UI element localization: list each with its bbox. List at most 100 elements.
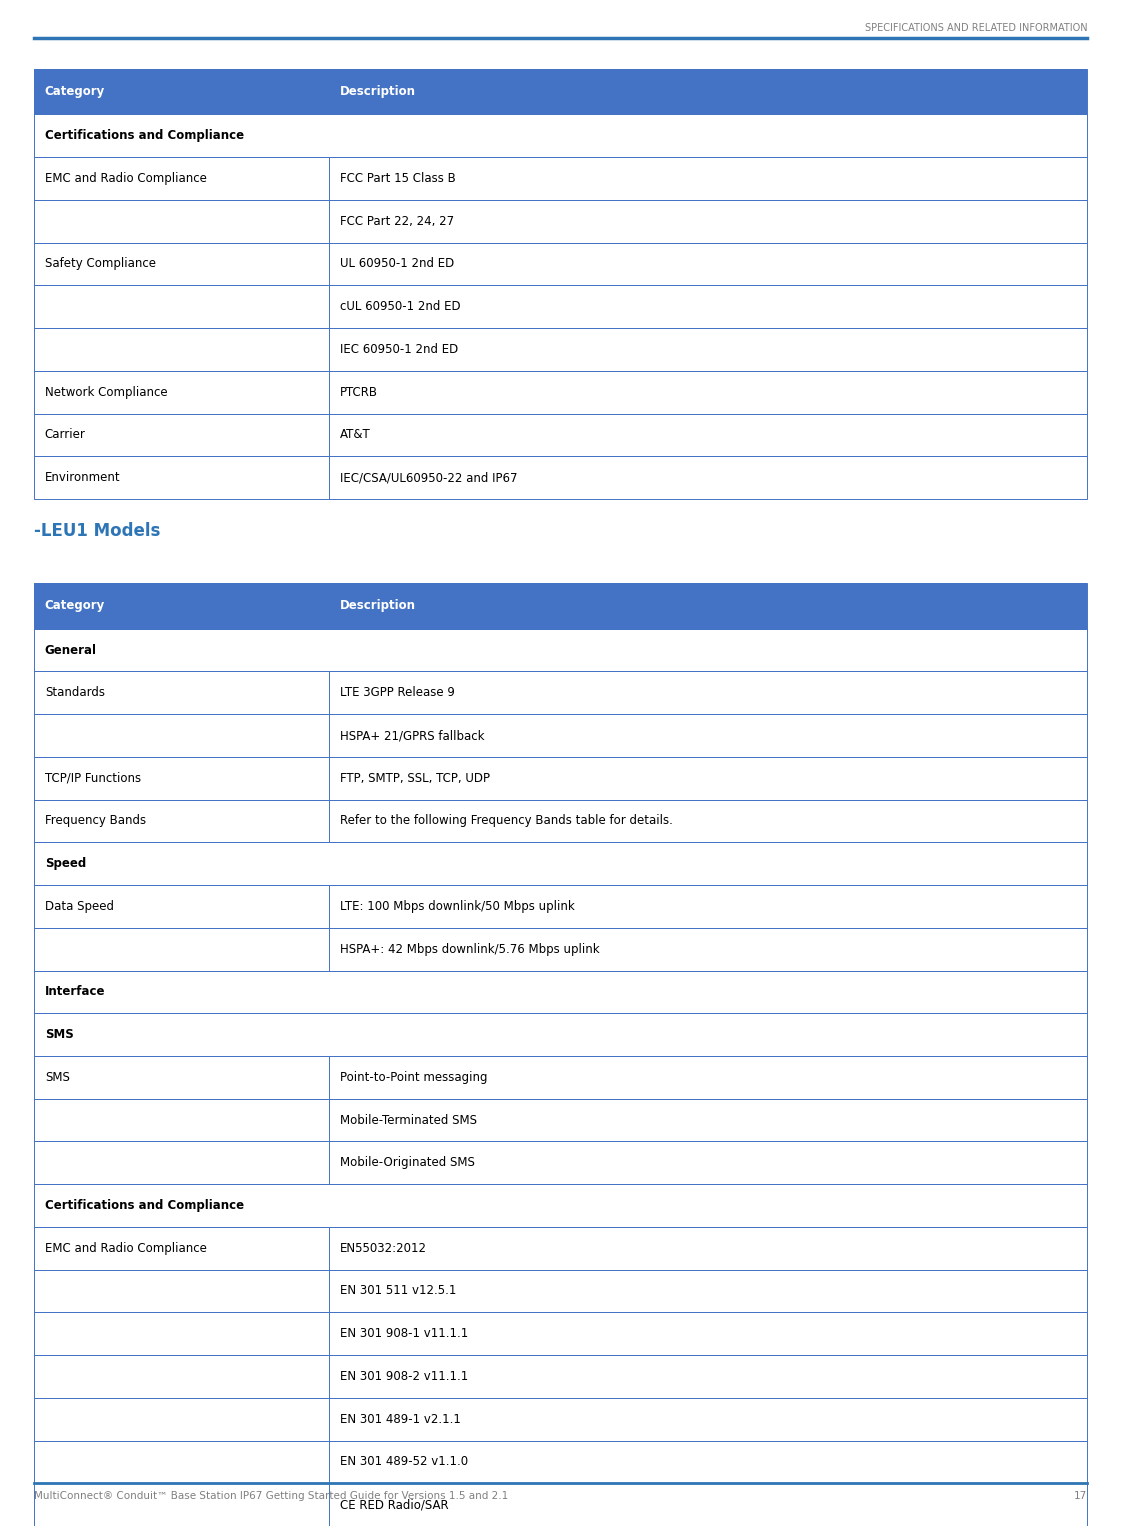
Bar <box>34 328 1087 371</box>
Text: EN 301 908-1 v11.1.1: EN 301 908-1 v11.1.1 <box>340 1328 469 1340</box>
Text: SMS: SMS <box>45 1029 74 1041</box>
Text: EN 301 908-2 v11.1.1: EN 301 908-2 v11.1.1 <box>340 1370 469 1383</box>
Text: Safety Compliance: Safety Compliance <box>45 258 156 270</box>
Bar <box>34 1184 1087 1227</box>
Bar <box>34 1398 1087 1441</box>
Text: HSPA+ 21/GPRS fallback: HSPA+ 21/GPRS fallback <box>340 729 484 742</box>
Bar <box>34 456 1087 499</box>
Bar <box>34 842 1087 885</box>
Bar <box>34 671 1087 714</box>
Bar <box>34 1355 1087 1398</box>
Bar <box>34 1312 1087 1355</box>
Bar <box>34 1056 1087 1099</box>
Text: Description: Description <box>340 85 416 98</box>
Bar <box>34 842 1087 885</box>
Text: Carrier: Carrier <box>45 429 85 441</box>
Bar <box>34 1483 1087 1526</box>
Text: SMS: SMS <box>45 1071 70 1083</box>
Bar <box>34 1483 1087 1526</box>
Text: IEC/CSA/UL60950-22 and IP67: IEC/CSA/UL60950-22 and IP67 <box>340 472 518 484</box>
Bar <box>34 629 1087 671</box>
Text: IEC 60950-1 2nd ED: IEC 60950-1 2nd ED <box>340 343 458 356</box>
Text: Data Speed: Data Speed <box>45 900 114 913</box>
Text: General: General <box>45 644 96 656</box>
Text: Refer to the following Frequency Bands table for details.: Refer to the following Frequency Bands t… <box>340 815 673 827</box>
Bar <box>34 114 1087 157</box>
Bar <box>34 757 1087 800</box>
Bar <box>34 971 1087 1013</box>
Text: MultiConnect® Conduit™ Base Station IP67 Getting Started Guide for Versions 1.5 : MultiConnect® Conduit™ Base Station IP67… <box>34 1491 508 1502</box>
Text: Speed: Speed <box>45 858 86 870</box>
Text: CE RED Radio/SAR: CE RED Radio/SAR <box>340 1499 448 1511</box>
Bar <box>34 328 1087 371</box>
Bar <box>34 885 1087 928</box>
Bar <box>34 285 1087 328</box>
Bar <box>34 1056 1087 1099</box>
Bar <box>34 371 1087 414</box>
Text: FCC Part 15 Class B: FCC Part 15 Class B <box>340 172 455 185</box>
Bar <box>34 1013 1087 1056</box>
Bar <box>34 671 1087 714</box>
Bar <box>34 69 1087 114</box>
Bar <box>34 629 1087 671</box>
Bar <box>34 1270 1087 1312</box>
Bar <box>34 1141 1087 1184</box>
Text: TCP/IP Functions: TCP/IP Functions <box>45 772 141 784</box>
Bar <box>34 757 1087 800</box>
Text: EMC and Radio Compliance: EMC and Radio Compliance <box>45 1242 206 1254</box>
Bar <box>34 1141 1087 1184</box>
Bar <box>34 456 1087 499</box>
Text: -LEU1 Models: -LEU1 Models <box>34 522 160 540</box>
Bar <box>34 371 1087 414</box>
Bar <box>34 800 1087 842</box>
Text: Certifications and Compliance: Certifications and Compliance <box>45 130 244 142</box>
Text: EN 301 489-52 v1.1.0: EN 301 489-52 v1.1.0 <box>340 1456 467 1468</box>
Bar <box>34 1398 1087 1441</box>
Bar <box>34 1441 1087 1483</box>
Bar <box>34 243 1087 285</box>
Text: 17: 17 <box>1074 1491 1087 1502</box>
Text: LTE 3GPP Release 9: LTE 3GPP Release 9 <box>340 687 455 699</box>
Text: EMC and Radio Compliance: EMC and Radio Compliance <box>45 172 206 185</box>
Bar <box>34 1355 1087 1398</box>
Text: EN 301 489-1 v2.1.1: EN 301 489-1 v2.1.1 <box>340 1413 461 1425</box>
Bar <box>34 928 1087 971</box>
Text: Mobile-Terminated SMS: Mobile-Terminated SMS <box>340 1114 476 1126</box>
Bar <box>34 583 1087 629</box>
Text: Mobile-Originated SMS: Mobile-Originated SMS <box>340 1157 475 1169</box>
Bar <box>34 285 1087 328</box>
Bar <box>34 157 1087 200</box>
Bar <box>34 1184 1087 1227</box>
Bar <box>34 69 1087 114</box>
Text: LTE: 100 Mbps downlink/50 Mbps uplink: LTE: 100 Mbps downlink/50 Mbps uplink <box>340 900 575 913</box>
Text: AT&T: AT&T <box>340 429 371 441</box>
Text: Description: Description <box>340 600 416 612</box>
Bar <box>34 1270 1087 1312</box>
Text: Interface: Interface <box>45 986 105 998</box>
Bar <box>34 1312 1087 1355</box>
Text: UL 60950-1 2nd ED: UL 60950-1 2nd ED <box>340 258 454 270</box>
Text: Point-to-Point messaging: Point-to-Point messaging <box>340 1071 488 1083</box>
Bar <box>34 800 1087 842</box>
Text: EN55032:2012: EN55032:2012 <box>340 1242 427 1254</box>
Text: Network Compliance: Network Compliance <box>45 386 167 398</box>
Bar <box>34 1099 1087 1141</box>
Bar <box>34 714 1087 757</box>
Bar <box>34 414 1087 456</box>
Bar <box>34 157 1087 200</box>
Text: Category: Category <box>45 600 105 612</box>
Text: SPECIFICATIONS AND RELATED INFORMATION: SPECIFICATIONS AND RELATED INFORMATION <box>864 23 1087 34</box>
Bar <box>34 243 1087 285</box>
Bar <box>34 1441 1087 1483</box>
Text: PTCRB: PTCRB <box>340 386 378 398</box>
Bar <box>34 971 1087 1013</box>
Text: Standards: Standards <box>45 687 105 699</box>
Text: cUL 60950-1 2nd ED: cUL 60950-1 2nd ED <box>340 301 461 313</box>
Text: Environment: Environment <box>45 472 120 484</box>
Bar <box>34 1013 1087 1056</box>
Text: Certifications and Compliance: Certifications and Compliance <box>45 1199 244 1212</box>
Bar <box>34 200 1087 243</box>
Bar <box>34 583 1087 629</box>
Text: Category: Category <box>45 85 105 98</box>
Bar <box>34 414 1087 456</box>
